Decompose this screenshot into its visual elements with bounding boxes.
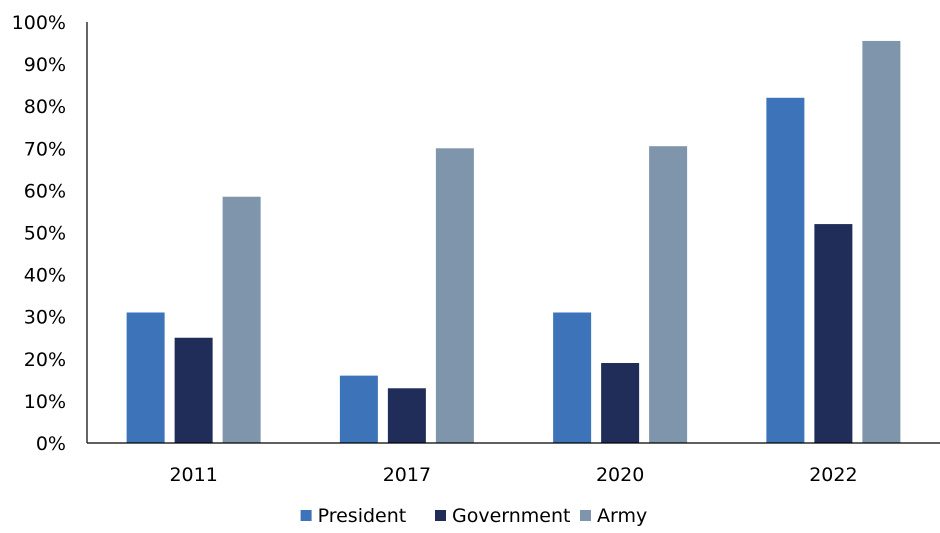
x-tick-label: 2011 (169, 464, 217, 486)
y-axis-tick-labels: 0% 10% 20% 30% 40% 50% 60% 70% 80% 90% 100% (12, 12, 66, 455)
legend-label-government: Government (452, 505, 571, 527)
bar-government-2017 (387, 388, 426, 443)
legend-swatch-government (435, 510, 446, 521)
x-tick-label: 2020 (596, 464, 644, 486)
bar-army-2017 (435, 148, 474, 444)
x-axis-tick-labels: 2011 2017 2020 2022 (169, 464, 857, 486)
legend-label-army: Army (597, 505, 647, 527)
bar-president-2022 (766, 97, 805, 443)
legend-label-president: President (318, 505, 407, 527)
bar-government-2022 (814, 224, 853, 443)
y-tick-label: 0% (36, 433, 66, 455)
y-tick-label: 10% (24, 391, 66, 413)
bar-president-2011 (126, 312, 165, 443)
y-tick-label: 60% (24, 180, 66, 202)
bar-government-2011 (174, 337, 213, 443)
y-tick-label: 80% (24, 96, 66, 118)
legend-swatch-president (300, 510, 312, 521)
bar-army-2011 (222, 196, 261, 443)
bar-president-2020 (553, 312, 592, 443)
y-tick-label: 30% (24, 307, 66, 329)
y-tick-label: 40% (24, 265, 66, 287)
bar-president-2017 (339, 375, 378, 443)
bars (126, 40, 901, 444)
y-tick-label: 100% (12, 12, 66, 34)
legend-swatch-army (580, 510, 591, 521)
bar-army-2020 (649, 146, 688, 443)
y-tick-label: 20% (24, 349, 66, 371)
bar-army-2022 (862, 40, 901, 443)
y-tick-label: 50% (24, 223, 66, 245)
y-tick-label: 90% (24, 54, 66, 76)
x-tick-label: 2017 (383, 464, 431, 486)
bar-government-2020 (601, 363, 640, 443)
x-tick-label: 2022 (809, 464, 857, 486)
y-tick-label: 70% (24, 138, 66, 160)
legend: President Government Army (300, 505, 647, 527)
